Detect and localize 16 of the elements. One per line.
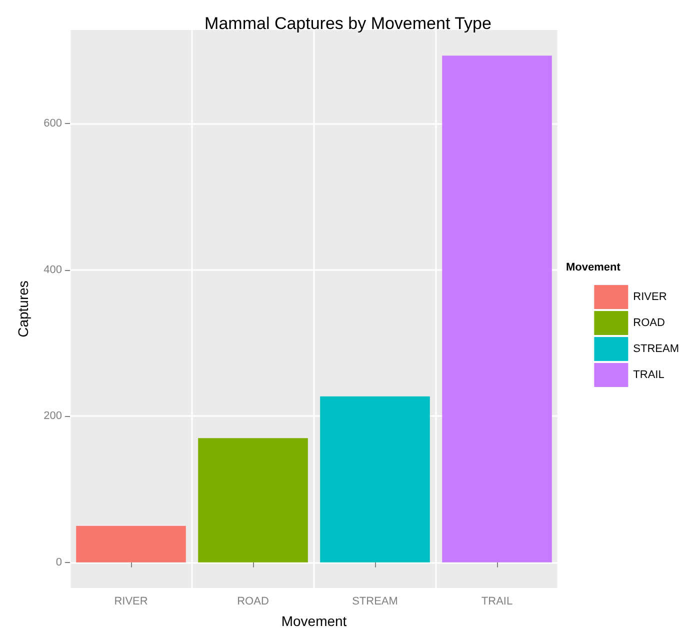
x-tick-label: STREAM bbox=[352, 596, 398, 608]
legend-label: TRAIL bbox=[633, 369, 664, 381]
y-tick-label: 600 bbox=[44, 118, 62, 130]
x-tick-label: RIVER bbox=[114, 596, 148, 608]
y-tick-label: 400 bbox=[44, 264, 62, 276]
legend-title: Movement bbox=[566, 262, 621, 274]
x-axis-title: Movement bbox=[281, 613, 347, 629]
legend-label: RIVER bbox=[633, 291, 667, 303]
y-axis-title: Captures bbox=[15, 280, 31, 338]
y-tick-label: 200 bbox=[44, 410, 62, 422]
y-tick-label: 0 bbox=[56, 556, 62, 568]
x-tick-label: TRAIL bbox=[481, 596, 513, 608]
x-tick-label: ROAD bbox=[237, 596, 269, 608]
legend-label: ROAD bbox=[633, 317, 665, 329]
chart-title: Mammal Captures by Movement Type bbox=[204, 14, 492, 33]
legend-label: STREAM bbox=[633, 343, 680, 355]
